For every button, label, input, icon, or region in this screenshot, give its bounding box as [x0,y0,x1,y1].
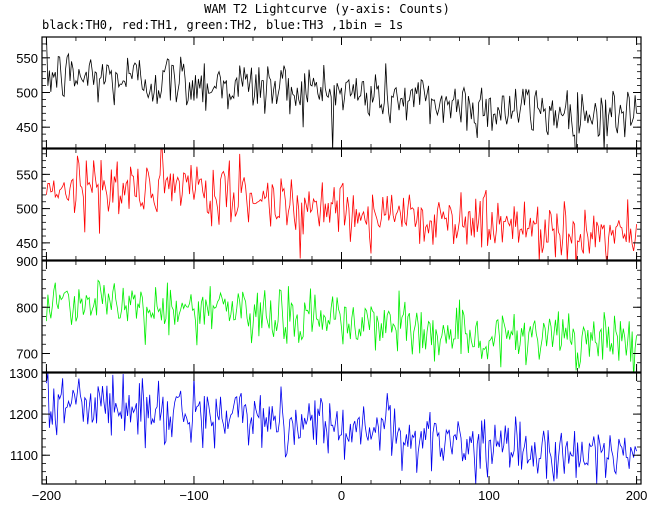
y-tick-label: 450 [16,236,38,251]
series-line-th0 [46,37,637,148]
y-tick-label: 900 [16,254,38,269]
series-line-th2 [46,279,637,372]
y-tick-label: 800 [16,300,38,315]
y-tick-label: 550 [16,167,38,182]
x-tick-label: −100 [179,488,208,503]
x-tick-label: 100 [478,488,500,503]
y-tick-label: 700 [16,347,38,362]
y-tick-label: 1100 [10,448,38,463]
y-tick-label: 500 [16,86,38,101]
x-tick-label: 0 [338,488,345,503]
x-tick-label: 200 [626,488,648,503]
x-tick-label: −200 [32,488,61,503]
y-tick-label: 450 [16,120,38,135]
panel-frame-2 [41,148,642,261]
series-line-th1 [46,149,637,260]
y-tick-label: 1200 [9,407,38,422]
y-tick-label: 1300 [9,366,38,381]
chart-title: WAM T2 Lightcurve (y-axis: Counts) [204,2,450,16]
series-line-th3 [46,373,637,484]
panel-frame-3 [41,260,642,373]
y-tick-label: 500 [16,202,38,217]
chart-subtitle: black:TH0, red:TH1, green:TH2, blue:TH3 … [42,18,404,32]
y-tick-label: 550 [16,51,38,66]
